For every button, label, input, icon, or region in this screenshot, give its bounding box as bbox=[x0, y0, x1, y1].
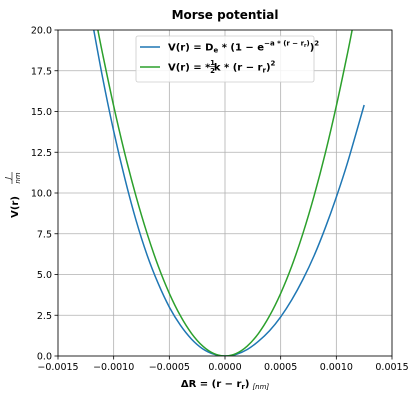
x-tick-label: −0.0010 bbox=[93, 362, 134, 373]
y-tick-label: 12.5 bbox=[31, 148, 52, 159]
y-axis-unit-denominator: nm bbox=[14, 172, 22, 183]
x-axis-label-main: ΔR = (r − r bbox=[181, 379, 242, 390]
legend-box bbox=[135, 35, 315, 83]
y-tick-label: 10.0 bbox=[31, 189, 52, 200]
y-axis-label-main: V(r) bbox=[10, 196, 21, 218]
svg-text:V(r): V(r) bbox=[10, 196, 21, 218]
y-axis-label: V(r) J nm bbox=[4, 172, 22, 218]
y-tick-label: 15.0 bbox=[31, 107, 52, 118]
series-line-harmonic bbox=[97, 30, 353, 356]
y-tick-label: 0.0 bbox=[37, 352, 52, 363]
x-axis-label-unit: [nm] bbox=[252, 383, 269, 391]
series-line-morse bbox=[93, 30, 365, 356]
x-tick-label: 0.0000 bbox=[208, 362, 241, 373]
x-tick-label: −0.0005 bbox=[149, 362, 190, 373]
x-axis-label-close: ) bbox=[245, 379, 250, 390]
y-tick-label: 20.0 bbox=[31, 26, 52, 37]
legend-fraction-numerator: 1 bbox=[210, 59, 215, 67]
y-tick-label: 17.5 bbox=[31, 66, 52, 77]
x-tick-label: −0.0015 bbox=[37, 362, 78, 373]
y-axis-unit-numerator: J bbox=[4, 177, 12, 181]
y-axis-ticks: 0.0 2.5 5.0 7.5 10.0 12.5 15.0 17.5 20.0 bbox=[31, 26, 58, 363]
legend: V(r) = De * (1 − e−a * (r − rr))2 V(r) =… bbox=[135, 35, 319, 83]
x-tick-label: 0.0005 bbox=[264, 362, 297, 373]
chart-title: Morse potential bbox=[172, 8, 279, 22]
legend-label-harmonic: V(r) = * k * (r − rr)2 bbox=[168, 60, 276, 75]
y-tick-label: 7.5 bbox=[37, 229, 52, 240]
y-tick-label: 2.5 bbox=[37, 311, 52, 322]
legend-label-morse: V(r) = De * (1 − e−a * (r − rr))2 bbox=[168, 40, 319, 55]
y-tick-label: 5.0 bbox=[37, 270, 52, 281]
x-axis-label: ΔR = (r − rr) [nm] bbox=[181, 379, 270, 391]
x-axis-label-sub: r bbox=[241, 383, 245, 391]
x-axis-ticks: −0.0015 −0.0010 −0.0005 0.0000 0.0005 0.0010 0… bbox=[37, 356, 409, 373]
x-tick-label: 0.0010 bbox=[320, 362, 353, 373]
legend-fraction-denominator: 2 bbox=[210, 67, 215, 75]
grid bbox=[57, 29, 393, 357]
series-layer bbox=[93, 30, 365, 356]
x-tick-label: 0.0015 bbox=[375, 362, 408, 373]
